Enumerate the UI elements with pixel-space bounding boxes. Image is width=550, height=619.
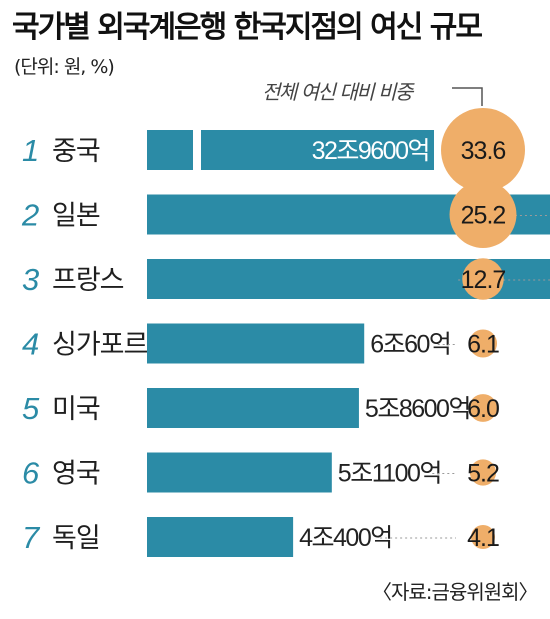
ratio-label: 6.1 [467, 331, 499, 359]
rank-number: 6 [22, 456, 40, 491]
ratio-label: 5.2 [467, 460, 499, 488]
ratio-circle [471, 525, 495, 549]
source-note: 〈자료:금융위원회〉 [372, 580, 539, 604]
bar [147, 452, 332, 493]
ratio-label: 33.6 [461, 137, 506, 165]
ratio-circle [462, 258, 504, 300]
country-label: 일본 [52, 201, 100, 232]
bar [201, 130, 434, 170]
rank-number: 5 [22, 391, 40, 426]
bar [147, 388, 359, 428]
ratio-circle [469, 459, 497, 486]
ratio-label: 12.7 [461, 266, 506, 294]
ratio-circle [469, 394, 497, 422]
rank-number: 7 [22, 520, 41, 555]
value-label: 32조9600억 [312, 137, 429, 165]
rank-number: 3 [22, 262, 39, 297]
ratio-label: 6.0 [467, 395, 499, 423]
ratio-label: 4.1 [467, 524, 499, 552]
value-label: 5조8600억 [365, 395, 470, 423]
bar [147, 130, 193, 170]
country-label: 독일 [52, 523, 100, 554]
country-label: 미국 [52, 394, 100, 425]
ratio-circle [441, 108, 525, 192]
ratio-circle [449, 181, 517, 248]
ratio-label: 25.2 [461, 202, 506, 230]
value-label: 5조1100억 [338, 460, 441, 488]
rank-number: 4 [22, 327, 39, 362]
rank-number: 2 [21, 198, 39, 233]
unit-note: (단위: 원, %) [14, 56, 115, 78]
ratio-circle [468, 329, 498, 358]
ratio-column-label: 전체 여신 대비 비중 [262, 80, 413, 104]
country-label: 중국 [52, 136, 100, 167]
country-label: 영국 [52, 459, 100, 490]
value-label: 4조400억 [299, 524, 392, 552]
country-label: 프랑스 [52, 265, 124, 296]
bar [147, 517, 294, 557]
chart-title: 국가별 외국계은행 한국지점의 여신 규모 [12, 10, 483, 45]
ratio-label-leader [452, 87, 483, 106]
country-label: 싱가포르 [52, 330, 148, 361]
rank-number: 1 [22, 133, 39, 168]
bar [147, 323, 365, 364]
